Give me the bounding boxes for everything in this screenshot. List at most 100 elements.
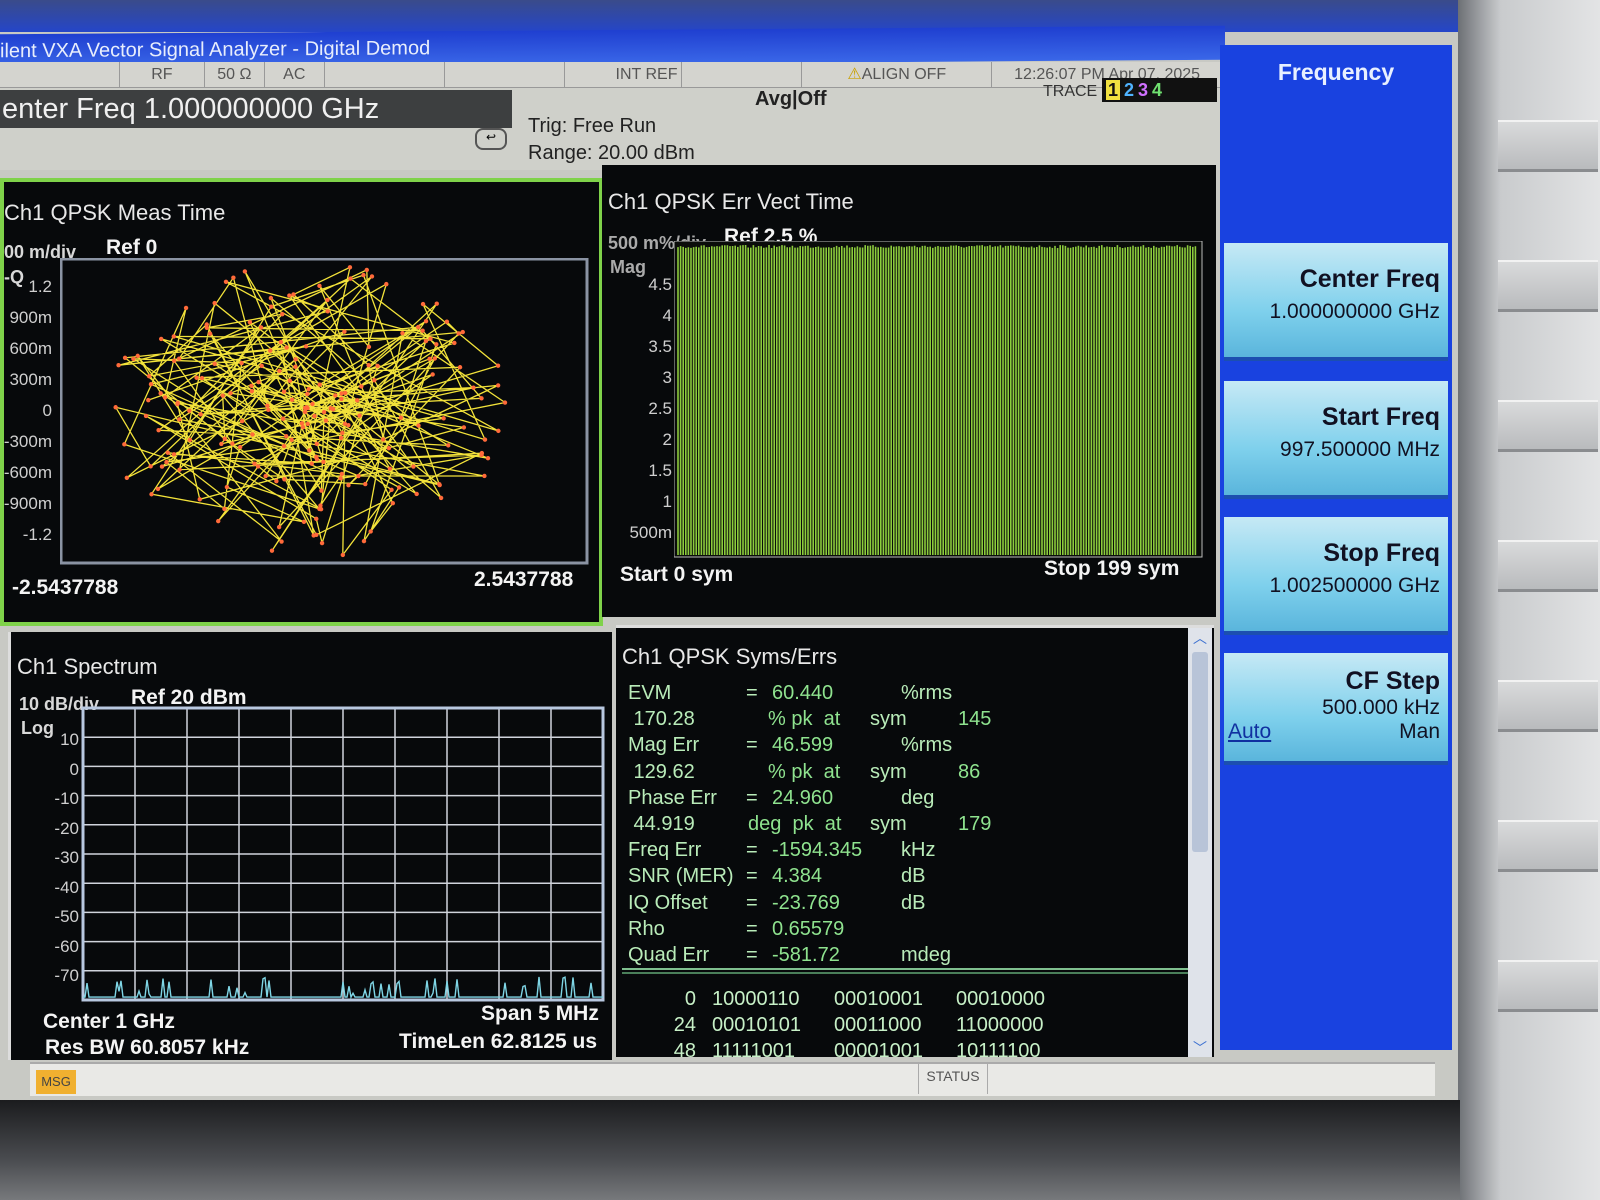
y-tick-label: 1.2 [28,277,52,296]
error-vector-panel[interactable]: Ch1 QPSK Err Vect Time 500 m%/div Ref 2.… [602,165,1216,617]
refresh-icon: ↩ [475,128,507,150]
ref-label: Ref 0 [106,236,158,259]
bezel-ridge [1498,960,1598,1012]
scrollbar-thumb[interactable] [1192,652,1208,852]
meas-unit: dB [901,865,926,888]
trace-label: TRACE [1043,83,1098,100]
trace-1[interactable]: 1 [1106,80,1121,100]
status-cell-blank [682,62,803,87]
symbol-point [347,265,353,270]
auto-option[interactable]: Auto [1228,720,1272,743]
meas-value: 4.384 [772,865,823,888]
symbol-point [197,497,202,502]
center-freq-display[interactable]: enter Freq 1.000000000 GHz [0,90,512,128]
symbol-point [380,437,386,442]
trace-3[interactable]: 3 [1138,80,1149,100]
bezel-ridge [1498,820,1598,872]
panel-title: Ch1 Spectrum [17,654,158,679]
y-tick-label: 3.5 [648,337,672,356]
panel-title: Ch1 QPSK Err Vect Time [608,189,854,214]
constellation-panel[interactable]: Ch1 QPSK Meas Time 00 m/div Ref 0 -Q 1.2… [0,178,603,626]
symbol-point [199,375,205,381]
symbol-point [222,436,228,441]
softkey-label: CF Step [1345,667,1440,695]
symbol-point [176,356,182,361]
constellation-plot [60,258,589,565]
constellation-trace [114,266,507,557]
symbol-point [342,421,348,426]
status-cell-blank [445,62,565,87]
msg-indicator[interactable]: MSG [36,1070,76,1094]
bezel-ridge [1498,400,1598,452]
symbol-point [314,532,319,538]
softkey-stop-freq[interactable]: Stop Freq 1.002500000 GHz [1224,517,1448,635]
symbol-point [293,364,298,369]
symbol-point [281,389,287,394]
symbol-point [415,324,421,330]
status-indicator[interactable]: STATUS [918,1064,988,1094]
symbol-point [314,516,319,522]
y-tick-label: -40 [54,877,79,897]
scrollbar[interactable]: ︿ ﹀ [1188,628,1212,1057]
syms-errs-panel[interactable]: Ch1 QPSK Syms/Errs EVM = 60.440 %rms 170.28… [616,625,1214,1057]
softkey-cf-step[interactable]: CF Step 500.000 kHz Auto Man [1224,653,1448,765]
symbol-point [471,385,476,390]
timelen-label: TimeLen 62.8125 us [399,1030,598,1053]
warning-icon: ⚠ [847,66,862,83]
symbol-point [456,331,461,336]
symbol-point [198,412,203,417]
trace-2[interactable]: 2 [1124,80,1135,100]
scroll-up-icon[interactable]: ︿ [1193,630,1207,646]
symbol-point [314,441,319,447]
symbol-point [437,482,442,488]
start-label: Start 0 sym [620,563,734,586]
scroll-down-icon[interactable]: ﹀ [1193,1040,1207,1056]
y-tick-label: 4 [662,306,672,325]
symbol-point [340,552,346,558]
symbol-point [156,427,161,433]
symbol-point [318,507,324,512]
symbol-point [237,444,243,450]
y-tick-label: -60 [54,936,79,956]
symbol-point [159,464,165,469]
symbol-point [319,488,324,493]
meas-eq: = [746,865,758,888]
softkey-start-freq[interactable]: Start Freq 997.500000 MHz [1224,381,1448,499]
status-coupling: AC [265,62,325,87]
symbol-point [148,382,154,387]
symbol-point [446,443,451,448]
symbol-point [314,454,319,460]
y-tick-label: -30 [54,848,79,867]
symbol-point [364,267,369,273]
spectrum-panel[interactable]: Ch1 Spectrum 10 dB/div Ref 20 dBm Log 10… [8,632,612,1060]
meas-label: SNR (MER) [628,865,734,888]
meas-unit: sym [870,760,907,783]
meas-label: Mag Err [628,734,700,757]
meas-unit: %rms [901,734,953,757]
symbol-point [375,363,380,369]
trace-selector[interactable]: 1 2 3 4 [1102,78,1217,102]
bit-word: 11000000 [956,1014,1044,1036]
meas-value: 60.440 [772,682,834,704]
axis-label: Log [21,718,54,738]
symbol-point [212,361,217,367]
symbol-point [366,362,371,368]
bit-word: 00010000 [956,988,1045,1010]
symbol-point [361,272,366,278]
status-row: RF 50 Ω AC INT REF ⚠ALIGN OFF 12:26:07 P… [0,62,1222,88]
symbol-point [116,363,121,368]
plot-frame [81,706,605,1002]
man-option[interactable]: Man [1399,720,1440,743]
symbol-point [289,437,294,443]
trace-4[interactable]: 4 [1152,80,1163,100]
symbol-point [287,293,292,298]
meas-eq: = [746,944,758,966]
y-tick-label: 1 [662,492,672,511]
bit-word: 00010001 [834,988,923,1010]
symbol-point [249,388,255,394]
softkey-center-freq[interactable]: Center Freq 1.000000000 GHz [1224,243,1448,361]
scale-label: 10 dB/div [19,694,100,714]
meas-eq: = [746,682,758,704]
divider [622,968,1188,974]
symbol-point [430,372,435,377]
